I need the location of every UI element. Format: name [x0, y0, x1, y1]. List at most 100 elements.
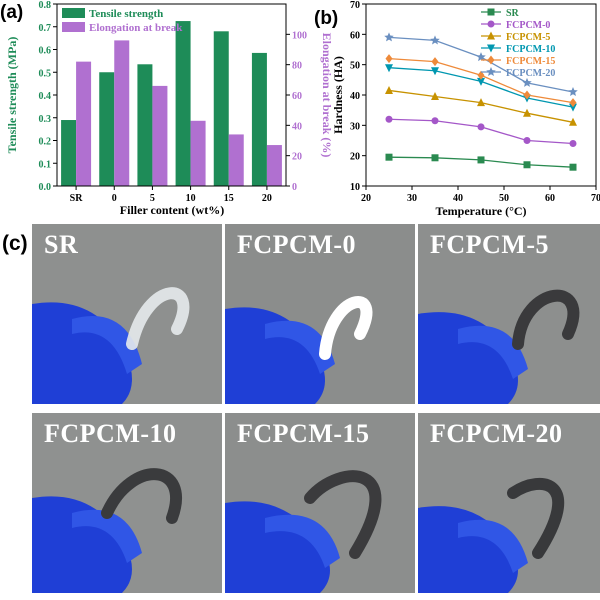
data-point — [385, 54, 393, 64]
series-fcpcm-20 — [384, 32, 578, 97]
data-point — [569, 163, 577, 171]
tick-label-left: 0.7 — [39, 23, 52, 34]
bar-elongation-10 — [190, 120, 206, 186]
chart-a-legend: Tensile strength Elongation at break — [62, 8, 183, 34]
photo-label: FCPCM-10 — [44, 419, 177, 448]
finger-icon — [265, 320, 335, 374]
photo-label: FCPCM-20 — [430, 419, 563, 448]
data-point — [385, 115, 393, 123]
legend-label: SR — [506, 8, 520, 19]
finger-icon — [458, 519, 528, 573]
series-fcpcm-15 — [385, 54, 577, 108]
data-point — [569, 140, 577, 148]
data-point — [477, 156, 485, 164]
panel-a-label: (a) — [0, 2, 23, 23]
data-point — [431, 57, 439, 67]
legend-marker — [486, 67, 496, 77]
tick-label-right: 60 — [292, 91, 302, 102]
tick-label-x: 70 — [591, 193, 600, 204]
legend-marker — [487, 55, 495, 65]
tick-label-y: 40 — [350, 91, 360, 102]
tick-label-x: 20 — [262, 193, 272, 204]
data-point — [569, 98, 577, 108]
series-fcpcm-5 — [385, 85, 577, 126]
photo-fcpcm-0: FCPCM-0 — [225, 224, 415, 404]
tick-label-y: 10 — [350, 182, 360, 193]
series-line — [388, 89, 574, 123]
tick-label-left: 0.6 — [39, 46, 52, 57]
photo-sr: SR — [32, 224, 222, 404]
tick-label-x: 15 — [224, 193, 234, 204]
data-point — [384, 32, 394, 42]
chart-a-bars — [61, 21, 282, 187]
data-point — [385, 85, 393, 94]
photo-sr-scene — [32, 224, 222, 404]
photo-fcpcm-15-scene — [225, 413, 415, 593]
legend-label: FCPCM-15 — [506, 56, 555, 67]
data-point — [477, 77, 485, 86]
finger-icon — [458, 325, 528, 379]
tick-label-x: 60 — [545, 193, 555, 204]
data-point — [431, 117, 439, 125]
strip-icon — [507, 477, 565, 559]
data-point — [523, 90, 531, 100]
chart-a: (a) 0.0 0.1 0.2 0.3 0.4 0.5 0.6 0.7 0.8 0 20 40 60 8… — [0, 0, 334, 217]
legend-label: FCPCM-5 — [506, 32, 550, 43]
data-point — [385, 64, 393, 73]
bar-tensile-20 — [251, 52, 267, 186]
tick-label-x: 5 — [150, 193, 155, 204]
bar-tensile-15 — [213, 31, 229, 186]
photo-label: FCPCM-15 — [237, 419, 370, 448]
chart-a-left-axis: 0.0 0.1 0.2 0.3 0.4 0.5 0.6 0.7 0.8 — [39, 0, 57, 193]
tick-label-right: 20 — [292, 152, 302, 163]
data-point — [477, 98, 485, 107]
series-fcpcm-0 — [385, 115, 577, 148]
photo-label: FCPCM-0 — [237, 230, 357, 259]
legend-label: FCPCM-20 — [506, 68, 555, 79]
bar-elongation-20 — [266, 145, 282, 186]
finger-icon — [265, 514, 340, 568]
legend-swatch-elongation — [62, 22, 85, 32]
tick-label-right: 40 — [292, 121, 302, 132]
bar-elongation-SR — [76, 61, 92, 187]
data-point — [477, 123, 485, 131]
legend-label: FCPCM-10 — [506, 44, 555, 55]
legend-label-elongation: Elongation at break — [89, 22, 183, 34]
data-point — [523, 137, 531, 144]
legend-swatch-tensile — [62, 8, 85, 18]
tick-label-y: 50 — [350, 61, 360, 72]
finger-icon — [72, 316, 142, 374]
data-point — [523, 161, 531, 169]
photo-label: SR — [44, 230, 79, 259]
tick-label-y: 70 — [350, 0, 360, 11]
legend-marker — [487, 44, 495, 53]
photo-fcpcm-10: FCPCM-10 — [32, 413, 222, 593]
photo-fcpcm-0-scene — [225, 224, 415, 404]
bar-tensile-10 — [175, 21, 191, 186]
photo-fcpcm-20: FCPCM-20 — [418, 413, 600, 593]
bar-elongation-0 — [114, 40, 130, 187]
data-point — [569, 103, 577, 112]
tick-label-x: 40 — [453, 193, 463, 204]
legend-label: FCPCM-0 — [506, 20, 550, 31]
strip-icon — [126, 287, 190, 350]
bar-tensile-0 — [99, 72, 115, 186]
data-point — [385, 153, 393, 161]
strip-icon — [319, 296, 373, 360]
data-point — [430, 35, 440, 45]
series-sr — [385, 153, 577, 171]
tick-label-x: 50 — [499, 193, 509, 204]
tick-label-y: 30 — [350, 121, 360, 132]
strip-icon — [512, 289, 580, 350]
tick-label-left: 0.5 — [39, 68, 52, 79]
series-line — [388, 118, 574, 145]
bar-elongation-5 — [152, 85, 168, 186]
tick-label-left: 0.0 — [39, 182, 52, 193]
tick-label-right: 80 — [292, 61, 302, 72]
chart-b-y-axis: 10 20 30 40 50 60 70 — [350, 0, 366, 193]
chart-b-ylabel: Hardness (HA) — [331, 56, 345, 134]
chart-b-x-axis: 20 30 40 50 60 70 — [361, 186, 600, 204]
chart-b-xlabel: Temperature (°C) — [435, 204, 526, 218]
photo-label: FCPCM-5 — [430, 230, 550, 259]
